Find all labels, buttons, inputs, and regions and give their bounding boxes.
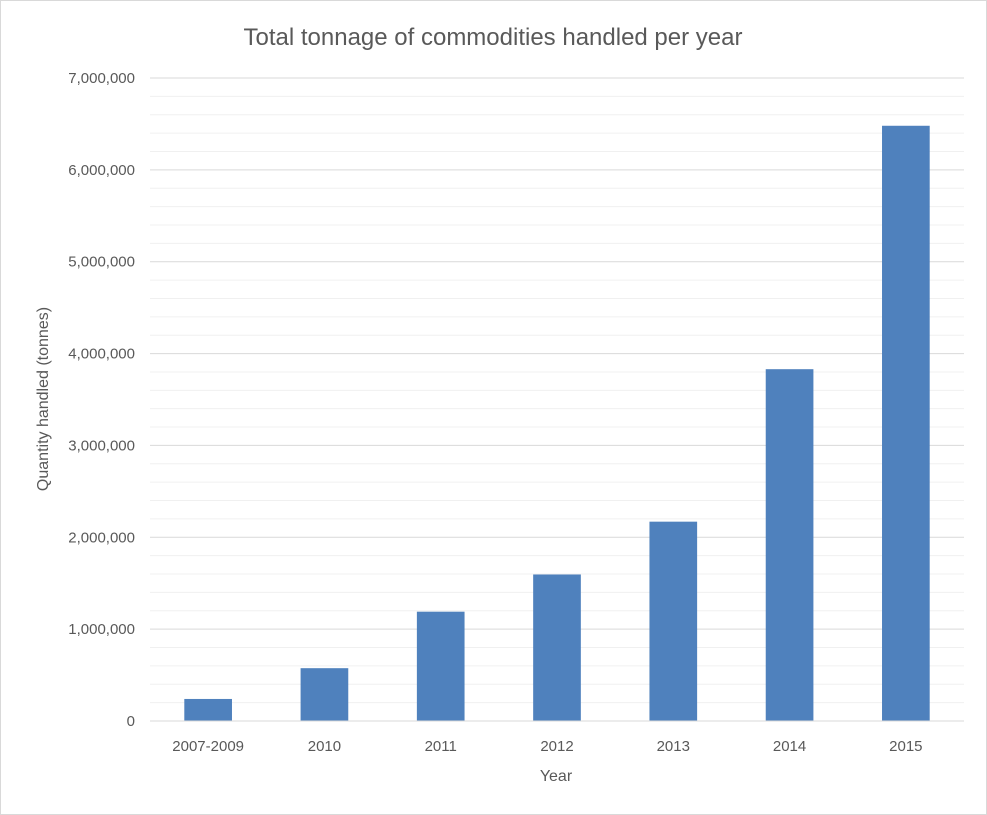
x-axis-label: Year	[540, 768, 573, 785]
bar-2010	[300, 668, 349, 721]
bar-2007-2009	[184, 698, 232, 721]
bar-2015	[882, 125, 930, 721]
y-tick-label: 6,000,000	[68, 162, 135, 179]
y-tick-labels: 0 1,000,000 2,000,000 3,000,000 4,000,000 5,0…	[68, 70, 135, 730]
bar-2011	[416, 611, 465, 721]
y-tick-label: 7,000,000	[68, 70, 135, 87]
x-tick-label: 2015	[889, 738, 922, 755]
bar-2012	[533, 574, 581, 721]
y-tick-label: 0	[127, 713, 135, 730]
minor-gridlines	[150, 95, 964, 704]
chart-title: Total tonnage of commodities handled per…	[244, 24, 743, 51]
x-tick-label: 2011	[425, 738, 457, 755]
y-tick-label: 3,000,000	[68, 437, 135, 454]
y-axis-label: Quantity handled (tonnes)	[35, 307, 52, 491]
y-tick-label: 4,000,000	[68, 346, 135, 363]
x-tick-label: 2007-2009	[172, 738, 244, 755]
x-tick-label: 2012	[540, 738, 573, 755]
y-tick-label: 2,000,000	[68, 529, 135, 546]
x-tick-label: 2014	[773, 738, 806, 755]
bar-2014	[765, 369, 814, 721]
x-tick-labels: 2007-2009 2010 2011 2012 2013 2014 2015	[172, 738, 922, 755]
bar-2013	[649, 521, 698, 721]
x-tick-label: 2010	[308, 738, 341, 755]
x-tick-label: 2013	[657, 738, 690, 755]
y-tick-label: 5,000,000	[68, 254, 135, 271]
y-tick-label: 1,000,000	[68, 621, 135, 638]
bars	[184, 125, 930, 721]
major-gridlines	[150, 77, 964, 630]
